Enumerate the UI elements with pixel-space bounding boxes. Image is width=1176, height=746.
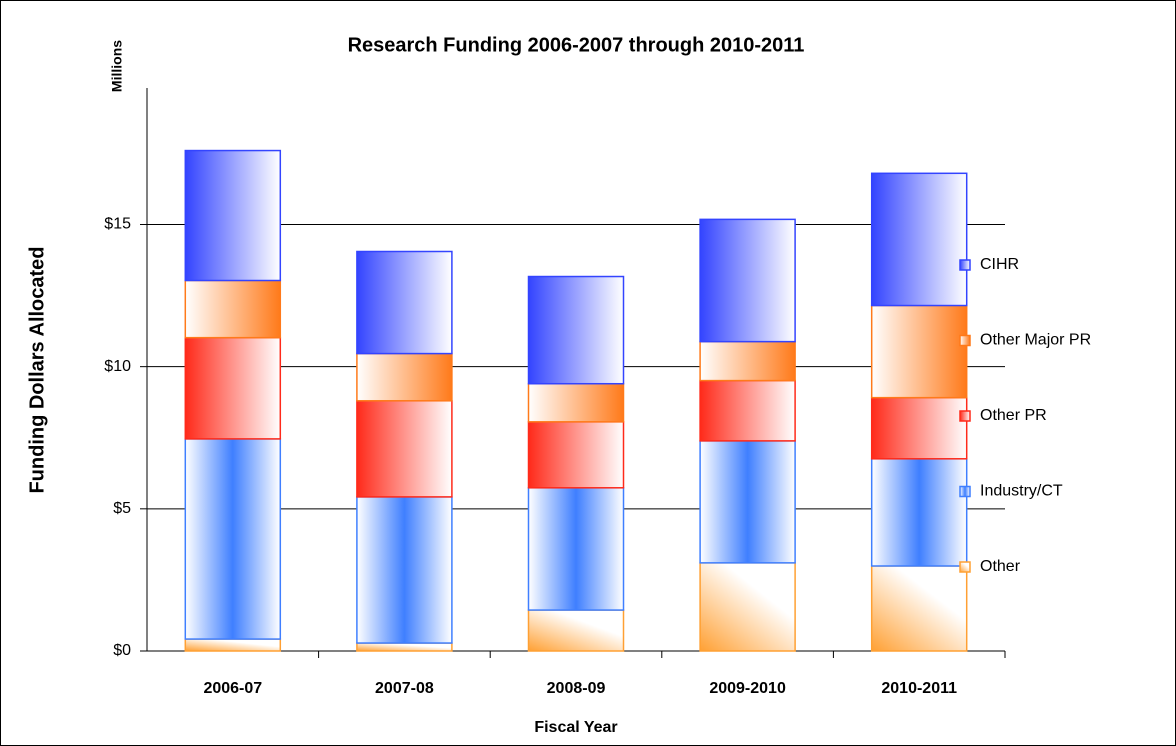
bar-segment [184, 438, 282, 640]
bar-segment [356, 400, 453, 498]
bar-segment [356, 250, 453, 355]
bar-segment [356, 642, 453, 652]
y-axis-title: Funding Dollars Allocated [26, 246, 48, 493]
y-tick-label: $15 [104, 216, 131, 233]
bar-segment [184, 279, 282, 339]
bar-segment [527, 421, 625, 489]
legend-label: Other [980, 558, 1021, 575]
bar-segment [699, 379, 796, 442]
bar-segment [870, 172, 968, 307]
bar-segment [527, 609, 625, 652]
legend-label: CIHR [980, 256, 1019, 273]
bar-segment [870, 458, 968, 567]
legend-swatch [959, 561, 971, 573]
legend-label: Other Major PR [980, 332, 1091, 349]
x-tick-label: 2008-09 [547, 680, 606, 697]
legend-label: Other PR [980, 407, 1047, 424]
unit-label: Millions [109, 40, 125, 92]
bar-segment [699, 562, 796, 652]
x-tick-label: 2009-2010 [709, 680, 786, 697]
bar-segment [699, 440, 796, 564]
legend-swatch [959, 259, 971, 271]
chart-title: Research Funding 2006-2007 through 2010-… [348, 34, 805, 56]
bar-segment [527, 487, 625, 611]
legend-swatch [959, 334, 971, 347]
y-tick-label: $0 [113, 642, 131, 659]
bar-segment [870, 565, 968, 652]
legend-swatch [959, 410, 971, 422]
x-tick-label: 2007-08 [375, 680, 434, 697]
y-tick-label: $10 [104, 358, 131, 375]
bar-segment [870, 396, 968, 460]
bar-segment [184, 149, 282, 282]
legend-label: Industry/CT [980, 483, 1063, 500]
bar-segment [184, 336, 282, 440]
bar-segment [699, 340, 796, 382]
bar-segment [356, 496, 453, 644]
legend-swatch [959, 485, 971, 498]
bar-segment [527, 275, 625, 385]
y-tick-label: $5 [113, 500, 131, 517]
x-axis-title: Fiscal Year [534, 719, 617, 736]
bar-segment [527, 382, 625, 423]
x-tick-label: 2010-2011 [881, 680, 957, 697]
x-tick-label: 2006-07 [203, 680, 262, 697]
bar-segment [356, 352, 453, 402]
bar-segment [870, 304, 968, 399]
bar-segment [699, 218, 796, 343]
bar-segment [184, 638, 282, 652]
